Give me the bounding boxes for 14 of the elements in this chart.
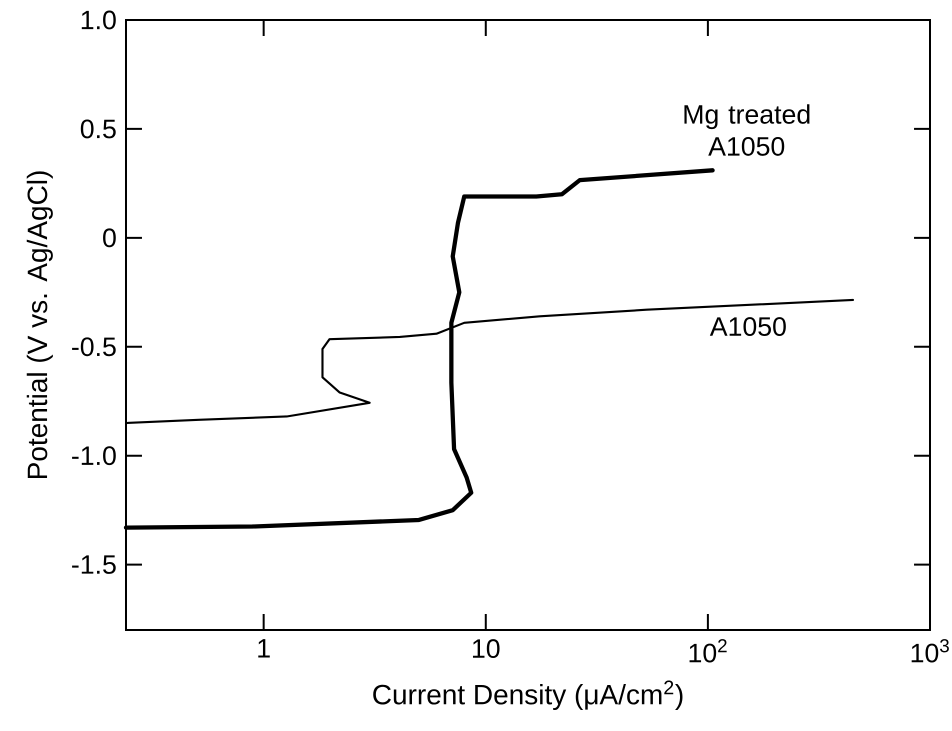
y-tick-label: 1.0 [82,10,116,30]
series-label: Mg treated A1050 [684,104,810,156]
y-tick-label: -1.5 [72,555,116,574]
series-label: A1050 [710,317,786,336]
x-tick-label: 10$^{2}$ [690,639,727,662]
y-tick-label: 0.5 [80,119,116,138]
x-tick-label: 10$^{3}$ [912,639,949,662]
y-tick-label: -1.0 [72,446,116,466]
x-axis-title: Current Density (μA/cm$^{2}$) [373,680,682,710]
x-tick-label: 1 [258,639,270,658]
y-tick-label: -0.5 [72,337,116,356]
y-axis-title: Potential (V vs. Ag/AgCl) [26,171,53,478]
x-tick-label: 10 [472,639,500,658]
y-tick-label: 0 [103,228,116,248]
